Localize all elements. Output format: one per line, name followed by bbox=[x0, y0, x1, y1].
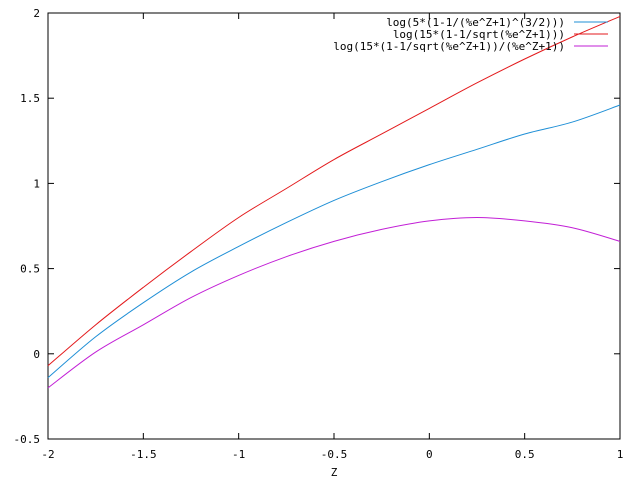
y-tick-label: -0.5 bbox=[14, 433, 41, 446]
series-line-2 bbox=[47, 15, 621, 367]
series-line-3 bbox=[47, 216, 621, 389]
x-tick-label: -1.5 bbox=[130, 448, 157, 461]
y-axis-ticks: -0.5 0 0.5 1 1.5 2 bbox=[14, 7, 620, 446]
x-axis-label: Z bbox=[331, 466, 338, 479]
y-tick-label: 1 bbox=[33, 177, 40, 190]
x-tick-label: -0.5 bbox=[321, 448, 348, 461]
y-tick-label: 0.5 bbox=[20, 263, 40, 276]
x-tick-label: 0 bbox=[426, 448, 433, 461]
y-tick-label: 0 bbox=[33, 348, 40, 361]
series-lines bbox=[47, 15, 621, 389]
x-tick-label: 0.5 bbox=[515, 448, 535, 461]
x-axis-ticks: -2 -1.5 -1 -0.5 0 0.5 1 bbox=[41, 13, 623, 461]
plot-frame bbox=[47, 12, 621, 440]
y-tick-label: 1.5 bbox=[20, 92, 40, 105]
legend-label-2: log(15*(1-1/sqrt(%e^Z+1))) bbox=[393, 28, 565, 41]
legend-label-3: log(15*(1-1/sqrt(%e^Z+1))/(%e^Z+1)) bbox=[333, 40, 565, 53]
series-line-1 bbox=[47, 104, 621, 379]
x-tick-label: -1 bbox=[232, 448, 245, 461]
y-tick-label: 2 bbox=[33, 7, 40, 20]
x-tick-label: 1 bbox=[617, 448, 624, 461]
legend: log(5*(1-1/(%e^Z+1)^(3/2)))log(15*(1-1/s… bbox=[333, 16, 608, 53]
x-tick-label: -2 bbox=[41, 448, 54, 461]
legend-label-1: log(5*(1-1/(%e^Z+1)^(3/2))) bbox=[386, 16, 565, 29]
